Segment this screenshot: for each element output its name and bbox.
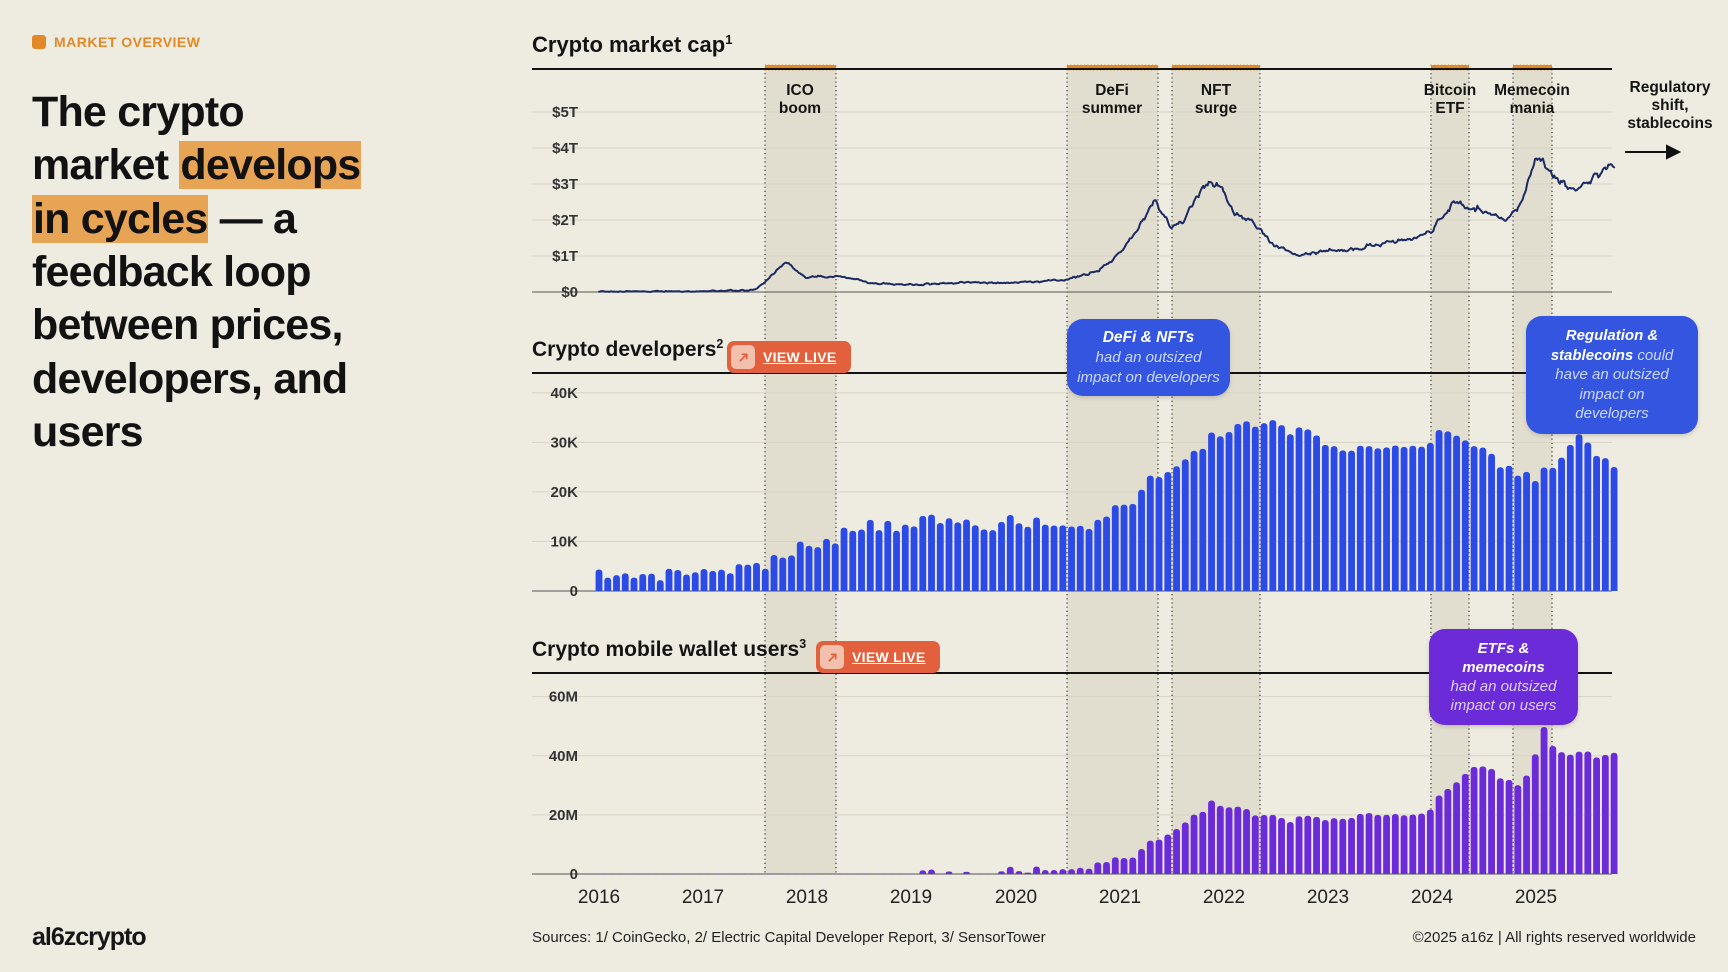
svg-text:$3T: $3T [552,176,578,193]
svg-text:2024: 2024 [1411,887,1454,908]
svg-text:$0: $0 [561,284,578,301]
svg-text:2020: 2020 [995,887,1037,908]
svg-text:mania: mania [1510,100,1555,117]
svg-text:2016: 2016 [578,887,620,908]
svg-text:2018: 2018 [786,887,828,908]
svg-text:40K: 40K [550,385,578,402]
svg-text:shift,: shift, [1651,97,1688,114]
svg-text:0: 0 [570,866,578,883]
svg-text:DeFi: DeFi [1095,82,1129,99]
svg-text:20M: 20M [549,807,578,824]
svg-text:Regulatory: Regulatory [1630,79,1711,96]
svg-text:surge: surge [1195,100,1238,117]
svg-text:$2T: $2T [552,212,578,229]
svg-text:stablecoins: stablecoins [1627,115,1712,132]
svg-text:2021: 2021 [1099,887,1141,908]
svg-text:60M: 60M [549,689,578,706]
svg-text:Memecoin: Memecoin [1494,82,1570,99]
svg-text:boom: boom [779,100,821,117]
svg-text:NFT: NFT [1201,82,1232,99]
svg-text:Crypto developers2: Crypto developers2 [532,337,723,361]
svg-text:2025: 2025 [1515,887,1557,908]
svg-text:2023: 2023 [1307,887,1349,908]
svg-text:30K: 30K [550,434,578,451]
svg-text:$1T: $1T [552,248,578,265]
svg-text:0: 0 [570,583,578,600]
svg-text:Bitcoin: Bitcoin [1424,82,1477,99]
svg-text:ETF: ETF [1435,100,1464,117]
svg-text:Crypto mobile wallet users3: Crypto mobile wallet users3 [532,637,806,661]
svg-text:$5T: $5T [552,104,578,121]
svg-text:ICO: ICO [786,82,814,99]
svg-text:2017: 2017 [682,887,724,908]
svg-text:10K: 10K [550,534,578,551]
svg-text:40M: 40M [549,748,578,765]
svg-text:Crypto market cap1: Crypto market cap1 [532,32,732,57]
svg-text:20K: 20K [550,484,578,501]
svg-text:2022: 2022 [1203,887,1245,908]
svg-text:summer: summer [1082,100,1142,117]
svg-text:$4T: $4T [552,140,578,157]
svg-text:2019: 2019 [890,887,932,908]
